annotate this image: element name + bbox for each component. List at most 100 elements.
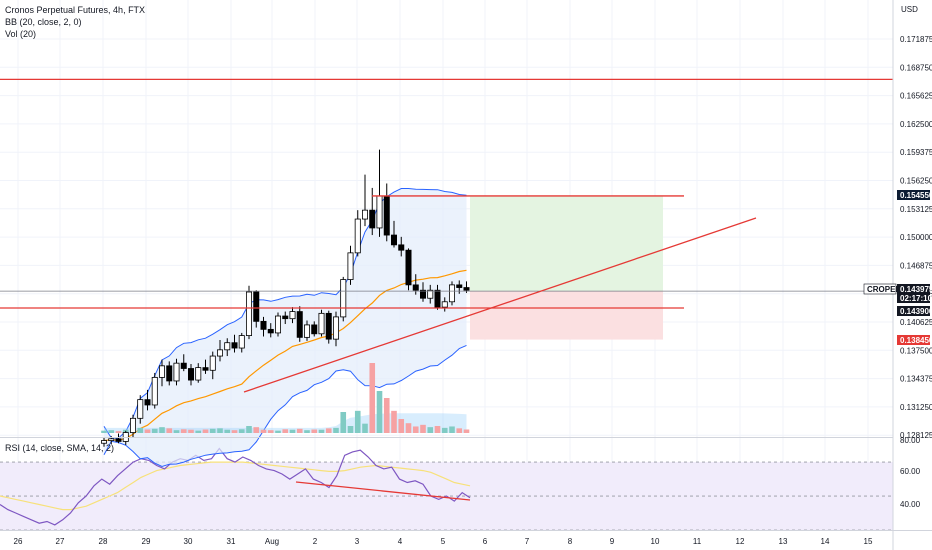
rsi-tick-label: 80.00 [900, 436, 921, 445]
price-tick-label: 0.150000 [900, 233, 932, 242]
rsi-divergence-line [295, 481, 471, 501]
volume-bar [434, 426, 441, 433]
volume-bar [376, 391, 383, 433]
candle-body [347, 252, 354, 280]
volume-bar [333, 427, 339, 433]
candle-body [383, 195, 390, 236]
candle-body [419, 289, 426, 299]
rsi-legend-box: RSI (14, close, SMA, 14, 2) [5, 442, 114, 454]
bb-fill [104, 188, 467, 467]
volume-bar [195, 430, 202, 433]
candle-body [260, 320, 267, 330]
volume-bar [144, 429, 151, 433]
price-tag-bg [897, 306, 930, 316]
profit-zone [470, 196, 663, 292]
candle-body [129, 417, 136, 433]
volume-bar [369, 363, 376, 433]
time-tick-label: 30 [184, 537, 193, 546]
price-tag-bg [863, 283, 897, 295]
price-tag-label: 0.143900 [900, 307, 932, 316]
rsi-line [0, 447, 471, 526]
price-tick-label: 0.159375 [900, 148, 932, 157]
volume-bar [304, 430, 310, 433]
candle-body [173, 362, 180, 382]
candle-body [231, 342, 238, 349]
currency-label: USD [901, 5, 918, 14]
volume-bar [456, 428, 463, 433]
price-tick-label: 0.153125 [900, 205, 932, 214]
volume-bar [202, 429, 209, 433]
bb-upper-line [103, 188, 467, 439]
candle-body [101, 440, 108, 444]
candle-body [115, 438, 122, 442]
candle-body [340, 279, 347, 318]
volume-bar [340, 412, 347, 433]
candle-body [274, 315, 281, 334]
candle-body [311, 324, 318, 335]
time-tick-label: 10 [651, 537, 660, 546]
candle-body [303, 324, 310, 338]
volume-bar [405, 423, 412, 433]
time-tick-label: 28 [99, 537, 108, 546]
time-tick-label: 7 [525, 537, 530, 546]
candle-body [448, 284, 455, 303]
candle-body [108, 438, 115, 441]
candle-body [376, 195, 383, 229]
time-tick-label: 8 [568, 537, 573, 546]
candle-body [166, 365, 173, 382]
volume-bar [159, 427, 165, 433]
candle-body [361, 209, 368, 220]
candle-body [224, 342, 231, 351]
price-tick-label: 0.134375 [900, 375, 932, 384]
vol-legend: Vol (20) [5, 29, 37, 39]
candle-body [332, 316, 339, 340]
volume-bar [449, 426, 455, 433]
candle-body [187, 368, 194, 381]
time-tick-label: 15 [864, 537, 873, 546]
candle-body [209, 355, 216, 371]
price-tick-label: 0.140625 [900, 318, 932, 327]
time-tick-label: 14 [821, 537, 830, 546]
volume-bar [391, 410, 397, 433]
volume-bar [238, 429, 245, 433]
volume-bar [311, 429, 318, 433]
rsi-pane [0, 447, 893, 531]
volume-bar [115, 431, 122, 433]
candle-body [427, 289, 434, 299]
volume-bar [354, 410, 361, 433]
time-tick-label: 4 [398, 537, 403, 546]
price-tag-label: CROPERP [867, 285, 907, 294]
time-tick-label: 29 [142, 537, 151, 546]
price-tag-bg [897, 284, 930, 294]
volume-bar [412, 426, 419, 433]
time-tick-label: 26 [14, 537, 23, 546]
price-tag-label: 0.154550 [900, 191, 932, 200]
candle-body [202, 367, 209, 371]
time-tick-label: 5 [441, 537, 446, 546]
volume-bar [231, 430, 238, 433]
time-tick-label: 31 [227, 537, 236, 546]
volume-ma-area [104, 413, 467, 433]
volume-bar [137, 427, 144, 433]
candle-body [216, 349, 223, 357]
candle-body [318, 312, 325, 335]
volume-bar [275, 430, 281, 433]
candle-body [398, 244, 405, 251]
candle-body [137, 399, 144, 419]
candle-body [245, 291, 252, 336]
candle-body [195, 367, 202, 381]
rsi-legend: RSI (14, close, SMA, 14, 2) [5, 443, 115, 453]
price-tick-label: 0.171875 [900, 35, 932, 44]
volume-bar [289, 429, 296, 433]
candle-body [369, 209, 376, 229]
candle-body [151, 376, 158, 406]
volume-bar [108, 430, 115, 433]
volume-bar [427, 427, 434, 433]
volume-bar [151, 428, 158, 433]
price-tick-label: 0.156250 [900, 177, 932, 186]
candle-body [463, 287, 470, 291]
price-tick-label: 0.146875 [900, 261, 932, 270]
candle-body [282, 315, 289, 320]
volume-bar [282, 429, 289, 433]
